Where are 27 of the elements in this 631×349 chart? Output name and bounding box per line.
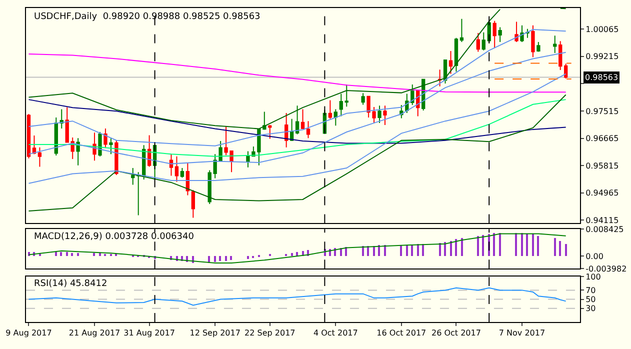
- text: USDCHF,Daily 0.98920 0.98988 0.98525 0.98563: [34, 12, 260, 22]
- y-tick-label: 1.00065: [586, 24, 619, 34]
- y-tick-label: 70: [586, 286, 596, 295]
- y-tick-label: 30: [586, 304, 596, 314]
- x-tick-label: 26 Oct 2017: [431, 328, 481, 338]
- x-tick-label: 9 Aug 2017: [6, 328, 52, 338]
- y-tick-label: 0.99215: [586, 52, 619, 62]
- y-tick-label: 0.97515: [586, 106, 619, 116]
- x-tick-label: 12 Sep 2017: [190, 328, 240, 338]
- y-tick-label: 0.94115: [586, 216, 619, 225]
- x-tick-label: 7 Nov 2017: [498, 328, 546, 338]
- y-tick-label: 0.00: [586, 252, 604, 261]
- y-tick-label: 0.008425: [586, 224, 624, 234]
- ref-line-label: 0.98563: [585, 73, 618, 82]
- x-tick-label: 4 Oct 2017: [313, 328, 358, 338]
- x-tick-label: 16 Oct 2017: [376, 328, 426, 338]
- y-tick-label: 0.94965: [586, 188, 619, 198]
- x-tick-label: 21 Aug 2017: [68, 328, 120, 338]
- y-tick-label: 0.95815: [586, 161, 619, 170]
- x-tick-label: 31 Aug 2017: [124, 328, 175, 338]
- y-tick-label: -0.003982: [586, 264, 627, 274]
- y-tick-label: 0.96665: [586, 134, 619, 144]
- y-tick-label: 100: [586, 272, 601, 282]
- chart-title: RSI(14) 45.8412: [34, 279, 108, 289]
- chart-title: MACD(12,26,9) 0.003728 0.006340: [34, 232, 194, 242]
- x-tick-label: 22 Sep 2017: [244, 328, 296, 338]
- y-tick-label: 50: [586, 295, 596, 304]
